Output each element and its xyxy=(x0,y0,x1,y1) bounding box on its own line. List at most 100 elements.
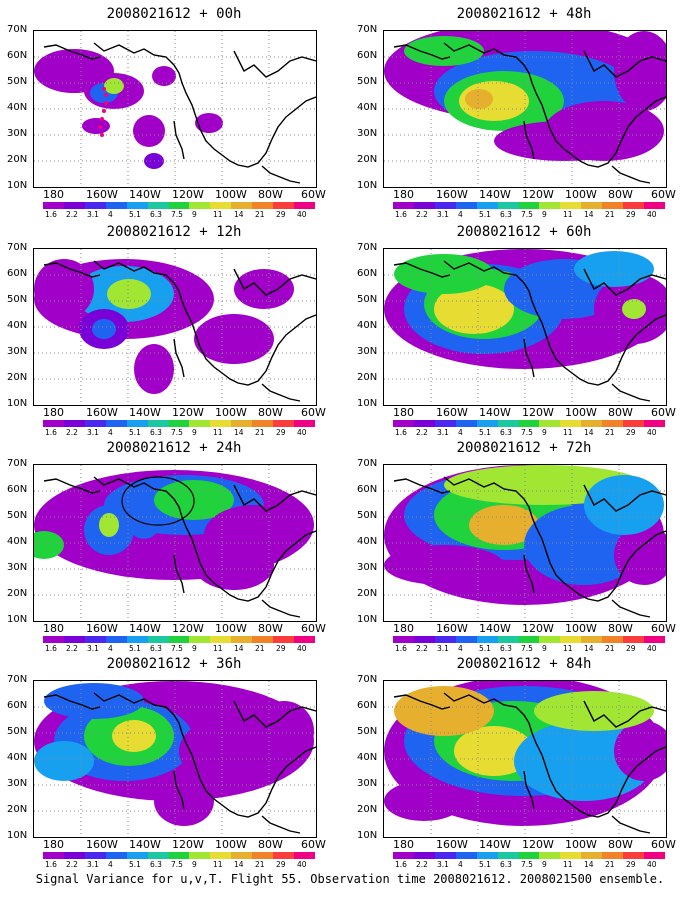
longitude-label: 180 xyxy=(43,622,64,635)
latitude-label: 20N xyxy=(357,588,378,599)
latitude-label: 40N xyxy=(357,536,378,547)
variance-contour xyxy=(34,259,94,319)
colorbar-label: 4 xyxy=(458,210,463,219)
colorbar-swatch xyxy=(455,636,477,643)
colorbar-label: 21 xyxy=(605,428,615,437)
colorbar-label: 6.3 xyxy=(150,428,162,437)
colorbar-swatch xyxy=(602,420,624,427)
colorbar-swatch xyxy=(413,420,435,427)
colorbar-swatch xyxy=(393,636,414,643)
variance-contour xyxy=(152,66,176,86)
colorbar-swatch xyxy=(294,420,315,427)
longitude-label: 60W xyxy=(651,406,676,419)
latitude-label: 50N xyxy=(357,76,378,87)
variance-field xyxy=(34,465,316,621)
variance-contour xyxy=(404,36,484,66)
colorbar-swatch xyxy=(231,852,253,859)
colorbar-swatch xyxy=(581,636,603,643)
colorbar-swatch xyxy=(623,852,645,859)
longitude-label: 60W xyxy=(301,188,326,201)
latitude-label: 20N xyxy=(7,154,28,165)
longitude-label: 180 xyxy=(393,188,414,201)
latitude-label: 40N xyxy=(7,536,28,547)
colorbar-swatch xyxy=(476,420,498,427)
longitude-label: 60W xyxy=(301,838,326,851)
latitude-label: 30N xyxy=(357,128,378,139)
colorbar-label: 3.1 xyxy=(437,860,449,869)
colorbar-label: 40 xyxy=(647,428,657,437)
latitude-label: 70N xyxy=(7,458,28,469)
latitude-label: 50N xyxy=(7,294,28,305)
colorbar-swatch xyxy=(455,420,477,427)
coastline xyxy=(43,260,316,402)
colorbar-swatch xyxy=(539,420,561,427)
colorbar-swatch xyxy=(168,202,190,209)
colorbar-label: 6.3 xyxy=(150,210,162,219)
colorbar-swatch xyxy=(455,202,477,209)
colorbar-swatch xyxy=(644,420,665,427)
map-panel xyxy=(33,680,317,838)
longitude-label: 180 xyxy=(43,838,64,851)
colorbar-label: 2.2 xyxy=(416,210,428,219)
longitude-label: 60W xyxy=(651,622,676,635)
colorbar-label: 3.1 xyxy=(87,428,99,437)
variance-contour xyxy=(614,525,666,585)
longitude-label: 140W xyxy=(129,406,161,419)
colorbar-label: 9 xyxy=(542,644,547,653)
colorbar-label: 14 xyxy=(234,860,244,869)
coastline xyxy=(393,692,666,834)
colorbar-label: 4 xyxy=(108,860,113,869)
colorbar-swatch xyxy=(581,420,603,427)
variance-contour xyxy=(454,726,534,776)
colorbar-swatch xyxy=(602,636,624,643)
map-panel xyxy=(33,248,317,406)
colorbar-label: 9 xyxy=(542,210,547,219)
dropsonde-point xyxy=(100,117,104,121)
colorbar-swatch xyxy=(147,420,169,427)
colorbar-label: 3.1 xyxy=(87,210,99,219)
colorbar-swatch xyxy=(126,420,148,427)
colorbar-swatch xyxy=(168,420,190,427)
variance-contour xyxy=(434,284,514,334)
colorbar-label: 3.1 xyxy=(437,210,449,219)
colorbar-swatch xyxy=(518,852,540,859)
colorbar-swatch xyxy=(644,636,665,643)
latitude-label: 20N xyxy=(357,804,378,815)
variance-contour xyxy=(574,251,654,287)
latitude-label: 50N xyxy=(357,510,378,521)
colorbar-label: 4 xyxy=(458,428,463,437)
colorbar-label: 4 xyxy=(458,644,463,653)
longitude-label: 60W xyxy=(301,622,326,635)
colorbar-label: 6.3 xyxy=(500,210,512,219)
coastline xyxy=(43,692,316,834)
latitude-label: 70N xyxy=(357,242,378,253)
colorbar xyxy=(393,636,665,643)
longitude-label: 140W xyxy=(129,188,161,201)
colorbar-swatch xyxy=(393,202,414,209)
latitude-label: 60N xyxy=(7,50,28,61)
variance-contour xyxy=(34,741,94,781)
panel-title: 2008021612 + 60h xyxy=(456,224,592,240)
dropsonde-point xyxy=(102,87,106,91)
variance-contour xyxy=(44,683,144,719)
colorbar-label: 9 xyxy=(192,644,197,653)
colorbar-swatch xyxy=(273,852,295,859)
colorbar-label: 6.3 xyxy=(500,644,512,653)
colorbar-label: 14 xyxy=(584,644,594,653)
colorbar-label: 21 xyxy=(605,860,615,869)
dropsonde-point xyxy=(102,109,106,113)
colorbar-swatch xyxy=(43,852,64,859)
longitude-label: 140W xyxy=(129,838,161,851)
colorbar-swatch xyxy=(84,420,106,427)
colorbar-swatch xyxy=(497,852,519,859)
longitude-label: 160W xyxy=(86,188,118,201)
longitude-label: 160W xyxy=(436,406,468,419)
colorbar-swatch xyxy=(476,852,498,859)
latitude-label: 50N xyxy=(7,510,28,521)
longitude-label: 120W xyxy=(172,622,204,635)
colorbar-swatch xyxy=(644,852,665,859)
colorbar-swatch xyxy=(189,636,211,643)
variance-contour xyxy=(154,776,214,826)
colorbar-label: 7.5 xyxy=(521,428,533,437)
colorbar-label: 2.2 xyxy=(66,644,78,653)
